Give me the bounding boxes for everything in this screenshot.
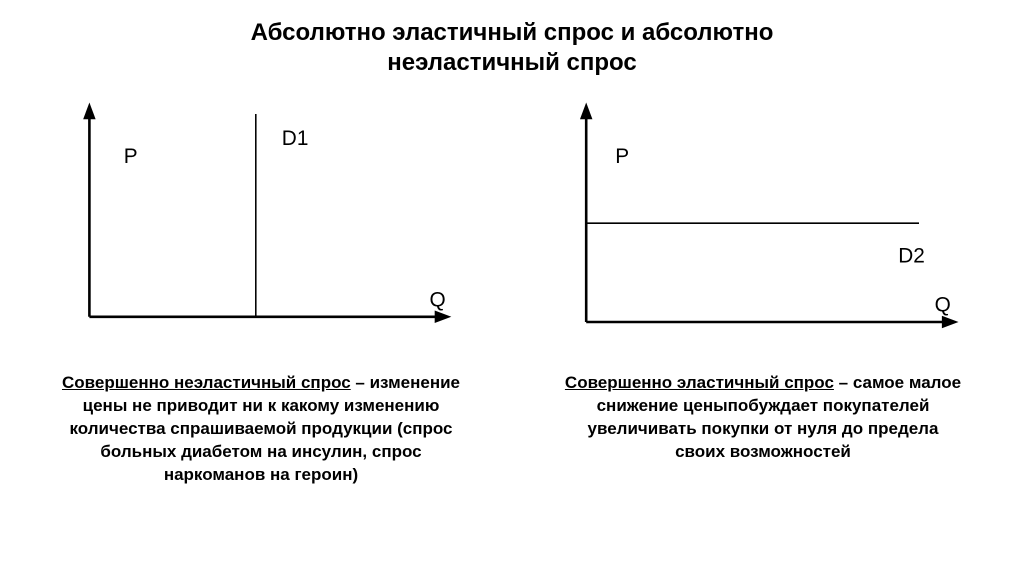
caption-elastic: Совершенно эластичный спрос – самое мало… xyxy=(563,372,963,464)
chart-elastic: P D2 Q xyxy=(532,88,994,348)
x-axis-arrow xyxy=(942,316,959,328)
y-axis-arrow xyxy=(83,103,95,120)
title-line-2: неэластичный спрос xyxy=(387,49,637,76)
panel-inelastic: P D1 Q Совершенно неэластичный спрос – и… xyxy=(30,88,492,487)
caption-term-elastic: Совершенно эластичный спрос xyxy=(565,373,834,392)
x-axis-arrow xyxy=(435,311,452,323)
panel-elastic: P D2 Q Совершенно эластичный спрос – сам… xyxy=(532,88,994,487)
x-axis-label: Q xyxy=(429,288,445,311)
panels-row: P D1 Q Совершенно неэластичный спрос – и… xyxy=(0,78,1024,487)
caption-term-inelastic: Совершенно неэластичный спрос xyxy=(62,373,351,392)
caption-inelastic: Совершенно неэластичный спрос – изменени… xyxy=(61,372,461,487)
page-title: Абсолютно эластичный спрос и абсолютно н… xyxy=(0,0,1024,78)
chart-elastic-svg: P D2 Q xyxy=(532,88,994,348)
chart-inelastic: P D1 Q xyxy=(30,88,492,348)
chart-inelastic-svg: P D1 Q xyxy=(30,88,492,348)
demand-label-d2: D2 xyxy=(898,245,925,268)
y-axis-label: P xyxy=(124,145,138,168)
y-axis-arrow xyxy=(580,103,592,120)
y-axis-label: P xyxy=(615,145,629,168)
title-line-1: Абсолютно эластичный спрос и абсолютно xyxy=(251,19,774,46)
demand-label-d1: D1 xyxy=(282,127,309,150)
x-axis-label: Q xyxy=(935,294,951,317)
